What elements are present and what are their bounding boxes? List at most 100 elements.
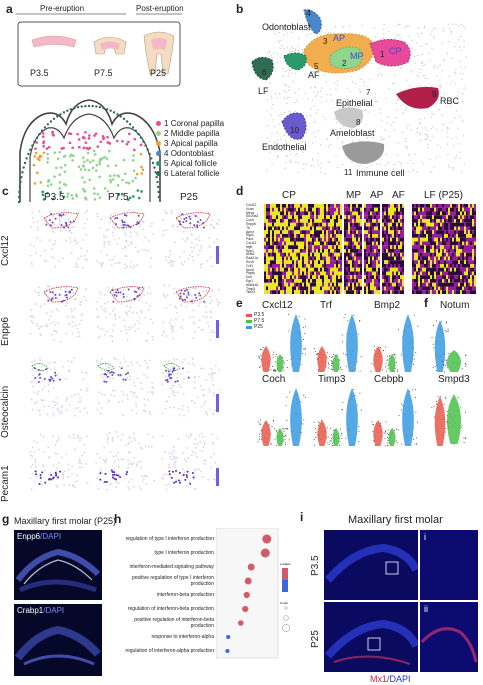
violin-point	[395, 361, 397, 363]
umap-cell	[407, 124, 409, 126]
umap-cell	[34, 461, 37, 463]
umap-cell	[141, 249, 144, 251]
umap-cell	[416, 75, 418, 77]
umap-cell	[384, 129, 386, 131]
heatmap-cell	[450, 241, 452, 246]
heatmap-cell	[378, 211, 380, 216]
heatmap-cell	[272, 215, 274, 219]
umap-cell	[98, 391, 100, 394]
heatmap-cell	[386, 267, 388, 272]
heatmap-cell	[328, 204, 330, 208]
heatmap-cell	[292, 219, 294, 223]
umap-cell	[409, 85, 411, 87]
umap-cell	[105, 368, 108, 370]
heatmap-cell	[334, 245, 336, 249]
feature-plot	[30, 357, 89, 417]
heatmap-cell	[416, 245, 418, 249]
expr-cell	[112, 371, 115, 374]
umap-cell	[287, 75, 290, 77]
umap-cell	[435, 128, 438, 130]
umap-cell	[293, 47, 295, 50]
heatmap-cell	[372, 211, 374, 216]
heatmap-cell	[364, 211, 366, 216]
umap-cell	[411, 69, 413, 71]
heatmap-cell	[316, 275, 318, 279]
umap-cell	[424, 74, 427, 76]
heatmap-cell	[450, 207, 452, 212]
heatmap-cell	[284, 286, 286, 291]
umap-cell	[431, 85, 433, 87]
heatmap-cell	[322, 256, 324, 261]
follicle-dot	[66, 109, 69, 112]
heatmap-cell	[264, 275, 266, 279]
heatmap-cell	[438, 282, 440, 287]
heatmap-cell	[346, 207, 348, 212]
umap-cell	[95, 308, 98, 311]
umap-cell	[446, 131, 448, 133]
umap-cell	[289, 150, 291, 152]
heatmap-cell	[346, 252, 348, 257]
heatmap-cell	[278, 252, 280, 257]
violin-point	[357, 333, 359, 335]
umap-cell	[85, 435, 88, 438]
umap-cell	[137, 299, 140, 302]
heatmap-cell	[420, 264, 422, 268]
umap-cell	[99, 467, 102, 470]
umap-cell	[295, 50, 297, 52]
umap-cell	[295, 161, 297, 163]
heatmap-cell	[454, 245, 456, 249]
heatmap-cell	[374, 204, 376, 208]
umap-cell	[217, 223, 219, 226]
umap-cell	[317, 109, 319, 111]
umap-cell	[52, 464, 55, 467]
heatmap-cell	[414, 222, 416, 227]
heatmap-cell	[426, 260, 428, 264]
heatmap-cell	[316, 241, 318, 246]
follicle-dot	[33, 140, 36, 143]
expr-cell	[103, 373, 106, 376]
heatmap-cell	[394, 267, 396, 272]
umap-cell	[103, 240, 106, 243]
violin-point	[394, 353, 396, 355]
violin-point	[259, 349, 261, 351]
umap-cell	[31, 322, 34, 324]
heatmap-cell	[368, 286, 370, 291]
heatmap-cell	[462, 245, 464, 249]
heatmap-cell	[360, 279, 362, 283]
umap-cell	[120, 458, 123, 461]
heatmap-cell	[320, 226, 322, 231]
umap-cell	[101, 265, 104, 268]
umap-cell	[111, 340, 114, 342]
umap-cell	[455, 68, 457, 71]
umap-cell	[107, 437, 109, 440]
heatmap-cell	[292, 252, 294, 257]
umap-cell	[113, 238, 116, 241]
heatmap-cell	[376, 237, 378, 242]
umap-cell	[186, 405, 189, 408]
umap-cell	[191, 256, 194, 258]
umap-cell	[285, 154, 287, 156]
umap-cell	[316, 94, 318, 96]
heatmap-cell	[318, 249, 320, 253]
heatmap-cell	[368, 264, 370, 268]
umap-cell	[180, 304, 183, 306]
violin-point	[371, 363, 373, 365]
heatmap-cell	[296, 271, 298, 276]
umap-cell	[200, 266, 202, 269]
umap-cell	[124, 266, 127, 269]
heatmap-cell	[320, 230, 322, 234]
umap-cell	[100, 470, 103, 472]
umap-cell	[183, 414, 185, 417]
heatmap-cell	[274, 264, 276, 268]
violin-point	[330, 360, 332, 362]
heatmap-cell	[444, 215, 446, 219]
violin-point	[345, 354, 347, 356]
umap-cell	[55, 440, 58, 443]
heatmap-cell	[284, 260, 286, 264]
heatmap-cell	[344, 249, 346, 253]
follicle-dot	[112, 111, 116, 114]
umap-cell	[175, 376, 178, 379]
heatmap-cell	[464, 279, 466, 283]
heatmap-cell	[462, 290, 464, 294]
group-ap: AP	[370, 190, 384, 201]
